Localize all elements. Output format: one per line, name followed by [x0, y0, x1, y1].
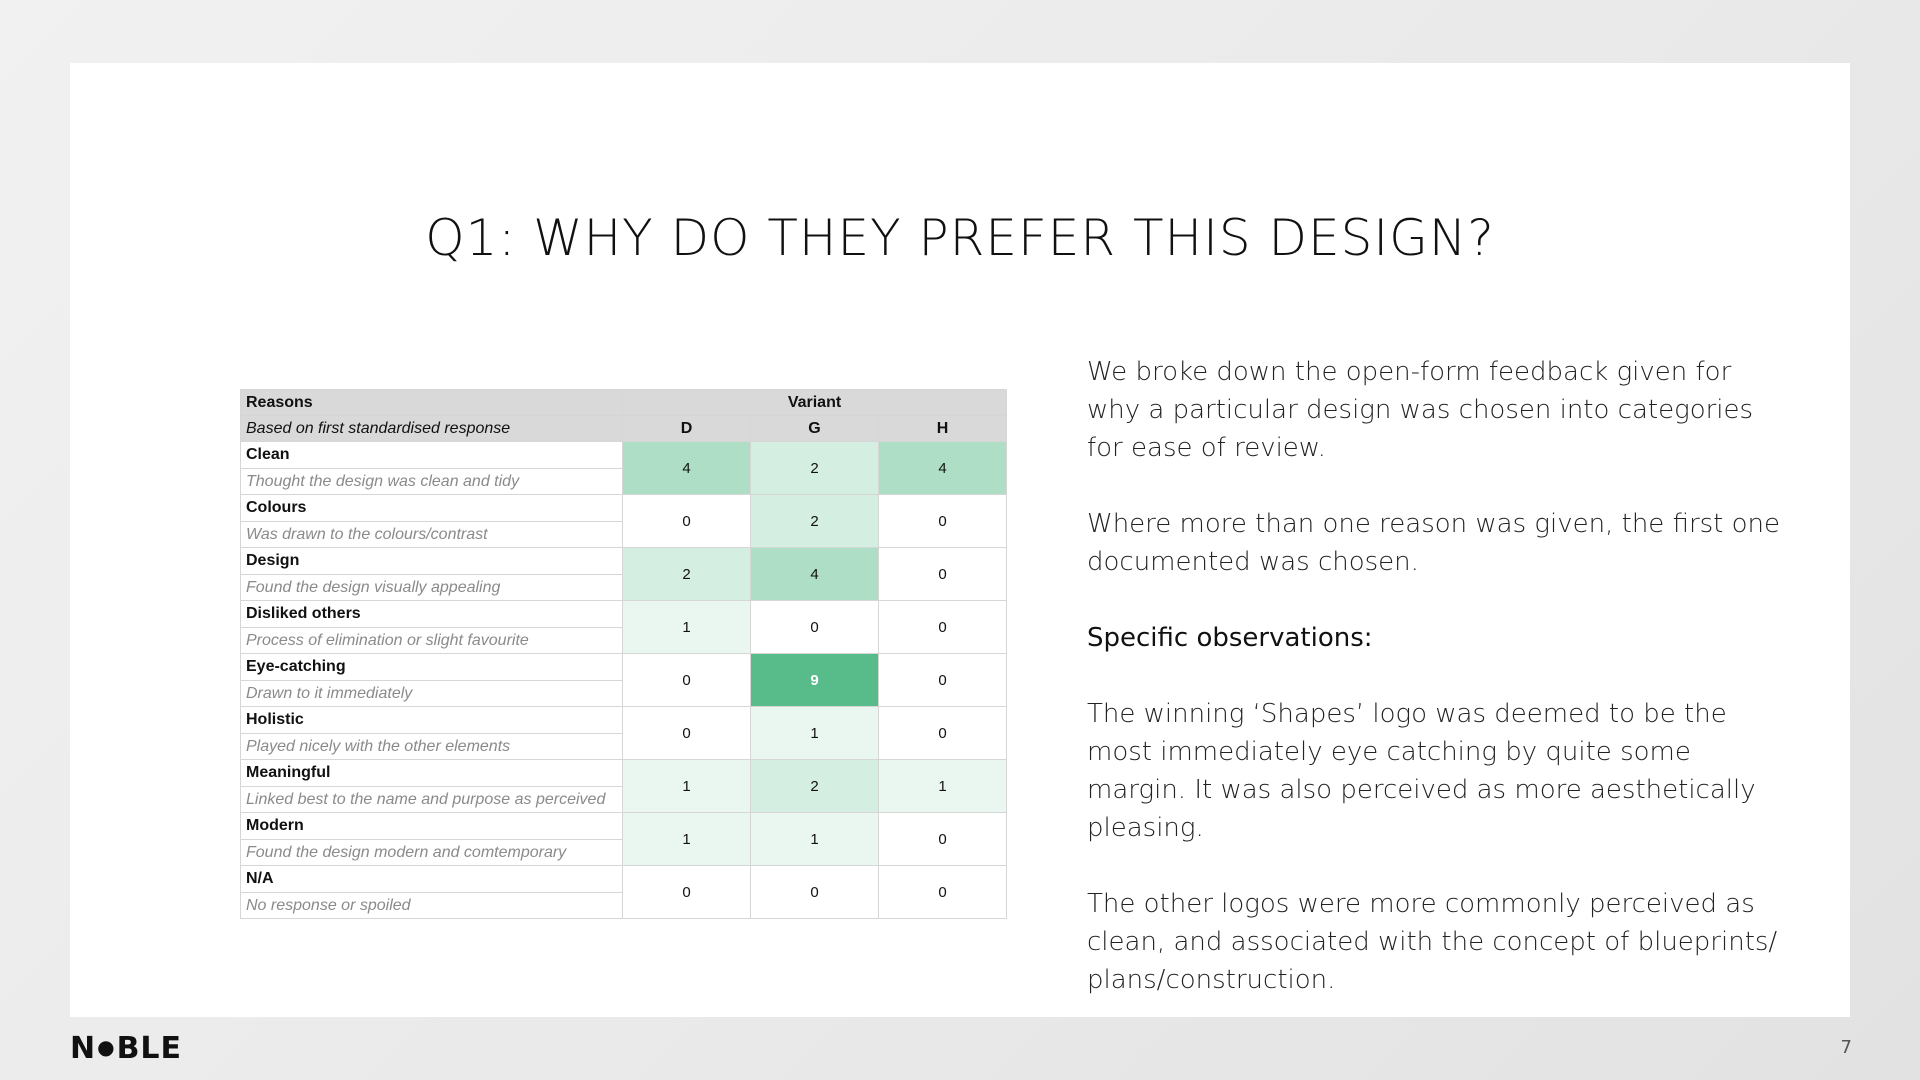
- reason-category: Eye-catching: [240, 653, 623, 681]
- reason-category: Modern: [240, 812, 623, 840]
- reason-description: Found the design visually appealing: [240, 574, 623, 601]
- value-cell-g: 2: [750, 494, 879, 548]
- variant-header: Variant: [622, 389, 1007, 416]
- value-cell-g: 0: [750, 865, 879, 919]
- sub-header: Based on first standardised response: [240, 415, 623, 442]
- table-row-description: No response or spoiled: [240, 892, 1007, 919]
- value-cell-d: 2: [622, 547, 751, 601]
- value-cell-h: 0: [878, 706, 1007, 760]
- value-cell-h: 1: [878, 759, 1007, 813]
- table-subheader-row: Based on first standardised response D G…: [240, 415, 1007, 442]
- table-row: Meaningful 1 2 1: [240, 759, 1007, 813]
- table-row-description: Played nicely with the other elements: [240, 733, 1007, 760]
- reason-description: Found the design modern and comtemporary: [240, 839, 623, 866]
- reasons-table: Reasons Variant Based on first standardi…: [240, 389, 1007, 919]
- slide-title: Q1: WHY DO THEY PREFER THIS DESIGN?: [425, 209, 1495, 267]
- logo-right: BLE: [116, 1031, 183, 1066]
- table-row: Modern 1 1 0: [240, 812, 1007, 866]
- value-cell-d: 1: [622, 600, 751, 654]
- table-row: Clean 4 2 4: [240, 441, 1007, 495]
- reason-category: Disliked others: [240, 600, 623, 628]
- variant-h-header: H: [878, 415, 1007, 442]
- reason-description: Played nicely with the other elements: [240, 733, 623, 760]
- reason-category: Colours: [240, 494, 623, 522]
- value-cell-g: 2: [750, 441, 879, 495]
- value-cell-d: 1: [622, 759, 751, 813]
- value-cell-h: 0: [878, 547, 1007, 601]
- reason-category: Clean: [240, 441, 623, 469]
- value-cell-d: 0: [622, 494, 751, 548]
- variant-d-header: D: [622, 415, 751, 442]
- table-row: N/A 0 0 0: [240, 865, 1007, 919]
- variant-g-header: G: [750, 415, 879, 442]
- table-header-row: Reasons Variant: [240, 389, 1007, 416]
- value-cell-d: 4: [622, 441, 751, 495]
- value-cell-g: 2: [750, 759, 879, 813]
- reason-category: Holistic: [240, 706, 623, 734]
- paragraph-breakdown: We broke down the open-form feedback giv…: [1087, 357, 1754, 463]
- table-row: Disliked others 1 0 0: [240, 600, 1007, 654]
- table-row: Colours 0 2 0: [240, 494, 1007, 548]
- value-cell-d: 0: [622, 865, 751, 919]
- reason-description: Was drawn to the colours/contrast: [240, 521, 623, 548]
- noble-logo: N●BLE: [70, 1031, 182, 1066]
- body-text: We broke down the open-form feedback giv…: [1087, 353, 1787, 1037]
- reason-description: Drawn to it immediately: [240, 680, 623, 707]
- value-cell-d: 0: [622, 706, 751, 760]
- value-cell-h: 0: [878, 494, 1007, 548]
- logo-left: N: [70, 1031, 97, 1066]
- reason-category: Design: [240, 547, 623, 575]
- table-row: Design 2 4 0: [240, 547, 1007, 601]
- table-row: Eye-catching 0 9 0: [240, 653, 1007, 707]
- observations-heading: Specific observations:: [1087, 623, 1373, 653]
- paragraph-first-reason: Where more than one reason was given, th…: [1087, 509, 1781, 577]
- logo-dot: ●: [97, 1035, 116, 1059]
- table-row: Holistic 0 1 0: [240, 706, 1007, 760]
- table-row-description: Thought the design was clean and tidy: [240, 468, 1007, 495]
- value-cell-h: 0: [878, 812, 1007, 866]
- table-row-description: Found the design modern and comtemporary: [240, 839, 1007, 866]
- slide: Q1: WHY DO THEY PREFER THIS DESIGN? Reas…: [70, 63, 1850, 1017]
- value-cell-h: 4: [878, 441, 1007, 495]
- reasons-header: Reasons: [240, 389, 623, 416]
- reason-description: Linked best to the name and purpose as p…: [240, 786, 623, 813]
- value-cell-h: 0: [878, 600, 1007, 654]
- reason-description: No response or spoiled: [240, 892, 623, 919]
- reason-description: Thought the design was clean and tidy: [240, 468, 623, 495]
- table-row-description: Process of elimination or slight favouri…: [240, 627, 1007, 654]
- page-number: 7: [1840, 1037, 1852, 1058]
- table-row-description: Was drawn to the colours/contrast: [240, 521, 1007, 548]
- value-cell-h: 0: [878, 653, 1007, 707]
- table-row-description: Linked best to the name and purpose as p…: [240, 786, 1007, 813]
- value-cell-g: 1: [750, 812, 879, 866]
- table-row-description: Drawn to it immediately: [240, 680, 1007, 707]
- paragraph-other-logos: The other logos were more commonly perce…: [1087, 889, 1778, 995]
- value-cell-g: 9: [750, 653, 879, 707]
- value-cell-g: 4: [750, 547, 879, 601]
- value-cell-g: 1: [750, 706, 879, 760]
- reason-category: Meaningful: [240, 759, 623, 787]
- reason-description: Process of elimination or slight favouri…: [240, 627, 623, 654]
- value-cell-g: 0: [750, 600, 879, 654]
- value-cell-d: 0: [622, 653, 751, 707]
- value-cell-h: 0: [878, 865, 1007, 919]
- paragraph-winning-logo: The winning ‘Shapes’ logo was deemed to …: [1087, 699, 1756, 843]
- reason-category: N/A: [240, 865, 623, 893]
- value-cell-d: 1: [622, 812, 751, 866]
